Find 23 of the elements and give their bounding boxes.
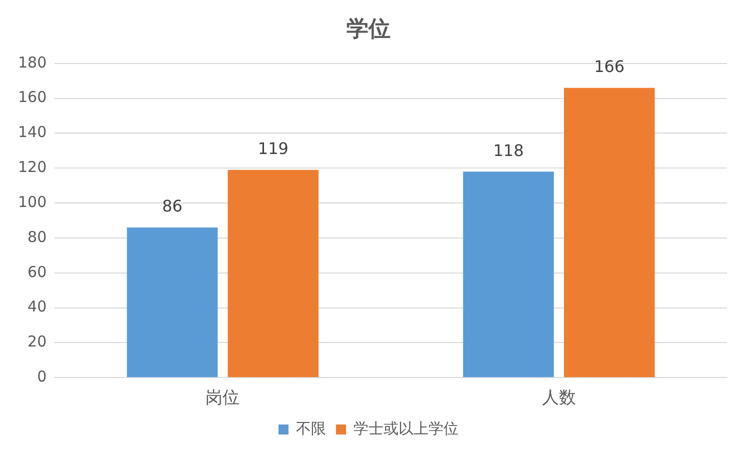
legend-label: 不限 [296,419,326,438]
y-tick-label: 20 [28,332,47,351]
data-label: 119 [258,139,288,158]
y-tick-label: 80 [28,228,47,246]
y-tick-label: 160 [18,88,47,106]
data-label: 166 [594,56,625,76]
legend-label: 学士或以上学位 [354,419,458,438]
x-tick-label: 人数 [542,388,576,408]
y-tick-label: 140 [18,123,47,142]
bar [228,170,319,378]
y-tick-label: 180 [18,53,47,72]
y-tick-label: 60 [28,262,47,281]
y-tick-label: 100 [18,192,47,211]
bar [564,88,655,378]
x-tick-label: 岗位 [206,388,240,408]
y-tick-label: 120 [18,158,47,176]
chart-title: 学位 [346,16,390,42]
data-label: 118 [493,140,524,160]
y-tick-label: 40 [28,298,47,316]
y-tick-label: 0 [37,367,47,386]
bar [463,172,554,378]
data-label: 86 [162,196,182,216]
bar [126,227,218,378]
